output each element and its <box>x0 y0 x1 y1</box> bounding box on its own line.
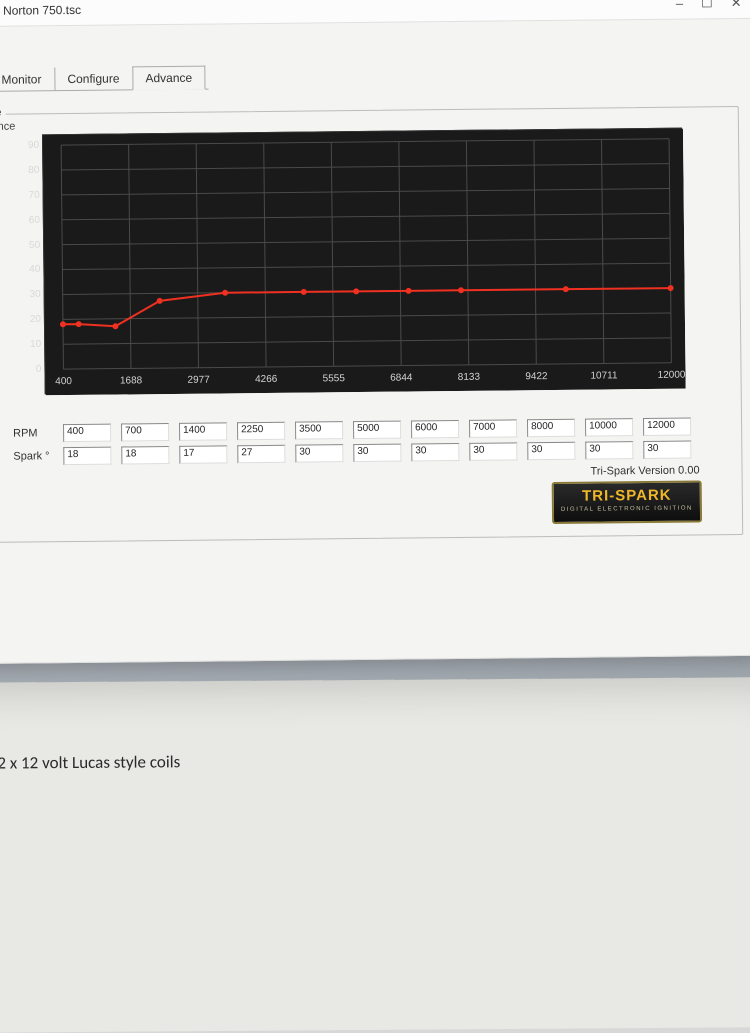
rpm-cell[interactable]: 7000 <box>469 419 517 438</box>
rpm-cell[interactable]: 1400 <box>179 422 227 441</box>
trispark-logo: TRI-SPARK DIGITAL ELECTRONIC IGNITION <box>552 480 702 524</box>
x-tick-label: 5555 <box>323 373 345 384</box>
x-tick-label: 400 <box>55 376 72 387</box>
y-tick-label: 60 <box>20 215 40 226</box>
x-tick-label: 6844 <box>390 372 412 383</box>
spark-cell[interactable]: 30 <box>353 444 401 463</box>
app-window: kPC - Norton 750.tsc – ☐ ✕ Monitor Confi… <box>0 0 750 664</box>
minimize-icon[interactable]: – <box>676 0 683 11</box>
rpm-cell[interactable]: 2250 <box>237 422 285 441</box>
logo-subtitle: DIGITAL ELECTRONIC IGNITION <box>554 505 700 513</box>
spark-cell[interactable]: 30 <box>643 441 691 460</box>
advance-curve-chart: 0102030405060708090400168829774266555568… <box>42 128 685 395</box>
logo-title: TRI-SPARK <box>582 487 672 505</box>
y-tick-label: 50 <box>20 239 40 250</box>
y-tick-label: 20 <box>21 314 41 325</box>
tab-bar: Monitor Configure Advance <box>0 65 209 92</box>
y-tick-label: 80 <box>19 165 39 176</box>
spark-row-label: Spark ° <box>13 450 53 462</box>
x-tick-label: 4266 <box>255 374 277 385</box>
window-title: kPC - Norton 750.tsc <box>0 0 676 18</box>
x-tick-label: 1688 <box>120 375 142 386</box>
x-tick-label: 2977 <box>187 375 209 386</box>
y-tick-label: 0 <box>21 364 41 375</box>
advance-group: nce dvance 0 10 20 30 40 50 60 70 80 90 400 1688 297… <box>0 106 743 543</box>
spark-cell[interactable]: 17 <box>179 445 227 464</box>
y-tick-label: 10 <box>21 339 41 350</box>
x-tick-label: 12000 <box>658 370 686 381</box>
spark-cell[interactable]: 27 <box>237 445 285 464</box>
rpm-cell[interactable]: 8000 <box>527 419 575 438</box>
notes-page: 2 x 12 volt Lucas style coils <box>0 677 750 1033</box>
y-tick-label: 40 <box>20 264 40 275</box>
spark-cell[interactable]: 30 <box>295 444 343 463</box>
spark-cell[interactable]: 30 <box>469 442 517 461</box>
spark-cell[interactable]: 30 <box>527 442 575 461</box>
group-outer-label: nce <box>0 107 6 119</box>
spark-cell[interactable]: 30 <box>585 441 633 460</box>
spark-cell[interactable]: 30 <box>411 443 459 462</box>
close-icon[interactable]: ✕ <box>731 0 742 11</box>
y-tick-label: 70 <box>20 190 40 201</box>
x-tick-label: 8133 <box>458 372 480 383</box>
rpm-cell[interactable]: 12000 <box>643 418 691 437</box>
rpm-cell[interactable]: 700 <box>121 423 169 442</box>
spark-cell[interactable]: 18 <box>63 447 111 466</box>
x-tick-label: 10711 <box>590 370 617 381</box>
data-table: RPM 400 700 1400 2250 3500 5000 6000 7000 8000 10… <box>13 417 729 465</box>
coil-note: 2 x 12 volt Lucas style coils <box>0 751 180 773</box>
rpm-cell[interactable]: 3500 <box>295 421 343 440</box>
tab-advance[interactable]: Advance <box>132 66 205 91</box>
maximize-icon[interactable]: ☐ <box>701 0 713 11</box>
spark-cell[interactable]: 18 <box>121 446 169 465</box>
rpm-cell[interactable]: 6000 <box>411 420 459 439</box>
rpm-row-label: RPM <box>13 427 53 439</box>
tab-monitor[interactable]: Monitor <box>0 67 55 91</box>
rpm-cell[interactable]: 400 <box>63 424 111 443</box>
y-tick-label: 30 <box>21 289 41 300</box>
x-tick-label: 9422 <box>525 371 547 382</box>
tab-configure[interactable]: Configure <box>54 66 132 90</box>
rpm-cell[interactable]: 5000 <box>353 421 401 440</box>
group-inner-label: dvance <box>0 121 15 133</box>
y-tick-label: 90 <box>19 140 39 151</box>
rpm-cell[interactable]: 10000 <box>585 418 633 437</box>
